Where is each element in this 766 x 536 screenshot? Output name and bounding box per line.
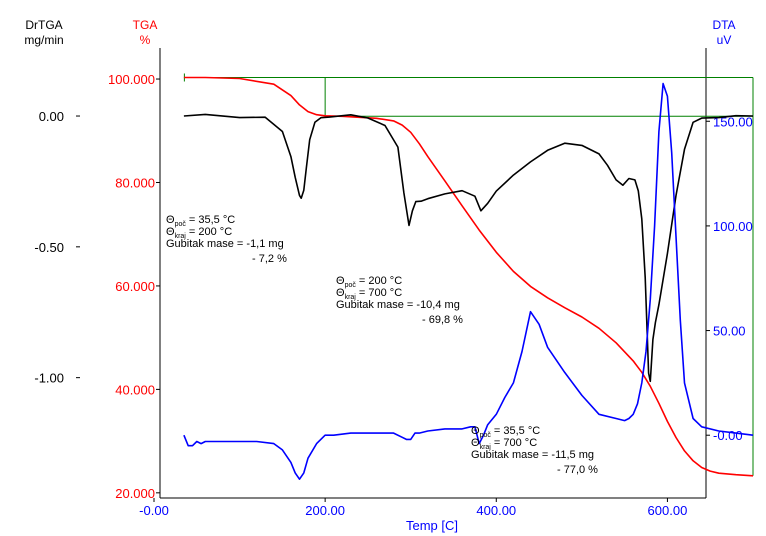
annotation-subscript: kraj — [345, 294, 357, 301]
dta-tick-label: 150.00 — [713, 114, 753, 129]
annotation-subscript: kraj — [480, 444, 492, 451]
annotation-value: = 200 °C — [356, 275, 402, 287]
annotation-symbol: Θ — [336, 287, 345, 299]
tga-tick-label: 80.000 — [115, 175, 155, 190]
dta-axis-unit: uV — [717, 33, 732, 47]
annotation-mass-loss: Gubitak mase = -10,4 mg — [336, 299, 460, 311]
annotation-percent: - 77,0 % — [557, 464, 598, 476]
dta-series-line — [183, 82, 754, 480]
x-axis-title: Temp [C] — [406, 518, 458, 533]
annotation-subscript: poč — [480, 432, 492, 439]
annotation-subscript: poč — [175, 221, 187, 228]
annotation-value: = 700 °C — [356, 287, 402, 299]
annotation-symbol: Θ — [166, 214, 175, 226]
annotation-mass-loss: Gubitak mase = -1,1 mg — [166, 238, 284, 250]
drtga-tick-label: 0.00 — [39, 109, 64, 124]
annotation-symbol: Θ — [336, 275, 345, 287]
annotation-value: = 35,5 °C — [186, 214, 235, 226]
x-tick-label: 400.00 — [476, 503, 516, 518]
annotation-value: = 35,5 °C — [491, 425, 540, 437]
tga-tick-label: 20.000 — [115, 486, 155, 501]
annotation-symbol: Θ — [166, 226, 175, 238]
tga-series-line — [183, 76, 754, 477]
drtga-series-line — [183, 113, 754, 383]
dta-tick-label: 100.00 — [713, 219, 753, 234]
annotation-subscript: kraj — [175, 233, 187, 240]
drtga-tick-label: -1.00 — [34, 371, 64, 386]
annotation-symbol: Θ — [471, 437, 480, 449]
annotation-symbol: Θ — [471, 425, 480, 437]
dta-tick-label: 50.00 — [713, 324, 746, 339]
annotation-subscript: poč — [345, 282, 357, 289]
annotation-start-temp: Θpoč = 200 °C — [336, 275, 402, 289]
x-tick-label: -0.00 — [139, 503, 169, 518]
tga-tick-label: 60.000 — [115, 279, 155, 294]
x-tick-label: 600.00 — [648, 503, 688, 518]
annotation-end-temp: Θkraj = 700 °C — [471, 437, 537, 451]
annotation-start-temp: Θpoč = 35,5 °C — [471, 425, 540, 439]
tga-tick-label: 100.000 — [108, 72, 155, 87]
tga-tick-label: 40.000 — [115, 382, 155, 397]
annotation-percent: - 7,2 % — [252, 253, 287, 265]
drtga-tick-label: -0.50 — [34, 240, 64, 255]
annotation-mass-loss: Gubitak mase = -11,5 mg — [471, 449, 594, 461]
x-tick-label: 200.00 — [305, 503, 345, 518]
tga-axis-title: TGA — [133, 18, 158, 32]
dta-axis-title: DTA — [712, 18, 735, 32]
annotation-start-temp: Θpoč = 35,5 °C — [166, 214, 235, 228]
drtga-axis-unit: mg/min — [24, 33, 63, 47]
annotation-end-temp: Θkraj = 700 °C — [336, 287, 402, 301]
annotation-percent: - 69,8 % — [422, 314, 463, 326]
annotation-end-temp: Θkraj = 200 °C — [166, 226, 232, 240]
tga-axis-unit: % — [140, 33, 151, 47]
drtga-axis-title: DrTGA — [25, 18, 62, 32]
annotation-value: = 700 °C — [491, 437, 537, 449]
annotation-value: = 200 °C — [186, 226, 232, 238]
